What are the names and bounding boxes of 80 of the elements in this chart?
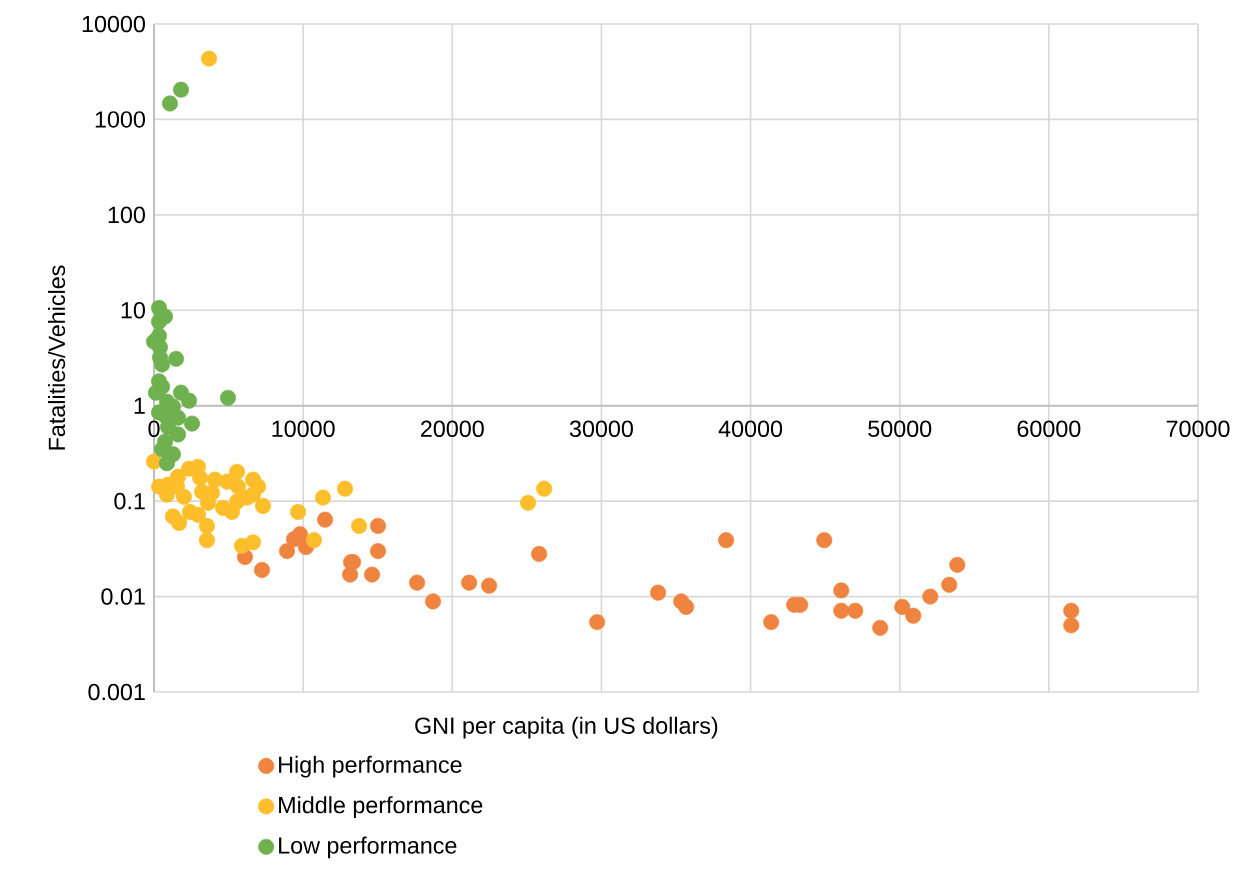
point: [461, 574, 478, 591]
point: [172, 81, 189, 98]
point: [409, 574, 426, 591]
x-tick-label: 40000: [718, 420, 783, 438]
point: [245, 486, 262, 503]
point: [351, 517, 368, 534]
point: [718, 532, 735, 549]
point: [1063, 617, 1080, 634]
point: [150, 313, 168, 330]
point: [306, 532, 323, 549]
y-tick-label: 100: [108, 206, 145, 224]
point: [201, 50, 218, 67]
legend-label: Middle performance: [279, 796, 483, 818]
y-tick-label: 10000: [82, 15, 145, 33]
point: [922, 588, 939, 605]
y-tick-label: 0.1: [114, 492, 145, 510]
point: [650, 584, 667, 601]
point: [894, 598, 911, 615]
point: [158, 455, 175, 472]
point: [161, 95, 178, 112]
point: [290, 503, 307, 520]
point: [531, 545, 548, 562]
point: [255, 497, 272, 514]
point: [184, 415, 201, 432]
legend-label: High performance: [279, 755, 462, 778]
y-tick-label: 0.01: [101, 588, 145, 605]
point: [678, 598, 695, 615]
point: [253, 561, 270, 578]
x-tick-label: 0: [148, 420, 160, 438]
x-tick-label: 10000: [272, 420, 335, 438]
point: [949, 556, 966, 573]
point: [872, 619, 889, 636]
point: [229, 478, 246, 495]
point: [520, 494, 537, 511]
point: [279, 543, 296, 560]
x-tick-label: 60000: [1017, 420, 1081, 438]
point: [847, 602, 864, 619]
x-tick-label: 70000: [1166, 420, 1230, 438]
point: [364, 566, 381, 583]
point: [833, 602, 850, 619]
point: [370, 543, 387, 560]
point: [168, 350, 185, 367]
point: [192, 469, 209, 486]
point: [763, 614, 780, 631]
point: [370, 517, 387, 534]
x-tick-label: 50000: [868, 420, 932, 438]
point: [292, 526, 309, 543]
y-axis-title: Fatalities/Vehicles: [47, 265, 66, 450]
point: [189, 506, 207, 523]
point: [229, 463, 246, 480]
point: [536, 480, 553, 497]
point: [481, 577, 498, 594]
point: [905, 607, 922, 624]
legend-label: Low performance: [279, 836, 457, 859]
point: [317, 511, 334, 528]
point: [941, 576, 958, 593]
point: [175, 488, 192, 505]
x-tick-label: 20000: [421, 420, 484, 438]
point: [147, 384, 164, 401]
x-axis-title: GNI per capita (in US dollars): [415, 716, 718, 739]
y-tick-label: 1000: [95, 111, 145, 128]
point: [171, 515, 188, 532]
point: [1063, 602, 1080, 619]
y-tick-label: 0.001: [88, 683, 145, 701]
y-tick-label: 10: [121, 302, 145, 319]
point: [198, 532, 215, 549]
y-tick-label: 1: [134, 397, 145, 414]
point: [425, 593, 442, 610]
point: [816, 532, 833, 549]
point: [314, 489, 331, 506]
x-tick-label: 30000: [569, 420, 633, 438]
point: [342, 566, 359, 583]
point: [337, 480, 354, 497]
point: [170, 426, 187, 443]
point: [198, 517, 215, 534]
point: [833, 582, 850, 599]
point: [181, 392, 198, 409]
point: [589, 614, 606, 631]
point: [219, 389, 236, 406]
point: [245, 534, 262, 551]
